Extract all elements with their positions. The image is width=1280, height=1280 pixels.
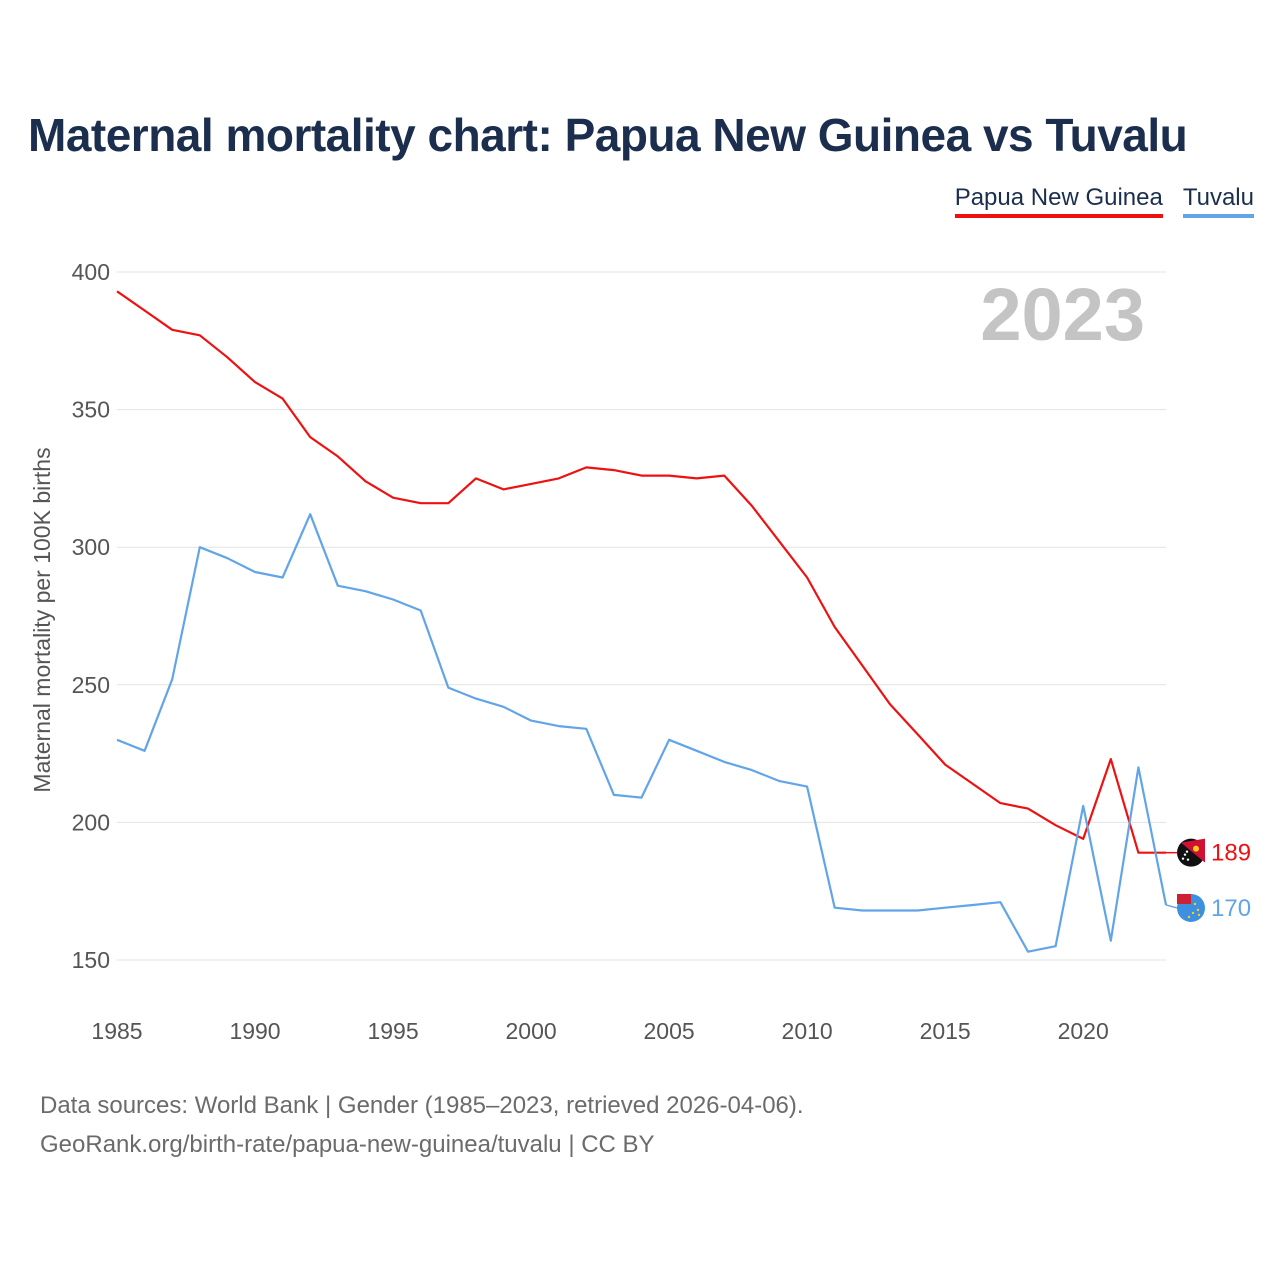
source-text: Data sources: World Bank | Gender (1985–… <box>40 1092 804 1119</box>
flag-red-half <box>1181 838 1205 863</box>
flag-union-jack-canton <box>1177 893 1191 904</box>
x-tick-label: 2015 <box>920 1018 971 1044</box>
series-line-tuvalu[interactable] <box>116 513 1168 953</box>
end-value-label-papua-new-guinea: 189 <box>1211 840 1251 867</box>
x-tick-label: 2010 <box>782 1018 833 1044</box>
leader-line-tuvalu <box>1165 904 1178 909</box>
flag-bird-of-paradise <box>1193 845 1199 852</box>
x-tick-label: 1990 <box>229 1018 280 1044</box>
x-tick-label: 1985 <box>91 1018 142 1044</box>
y-tick-label: 400 <box>72 259 110 285</box>
series-line-papua-new-guinea[interactable] <box>116 290 1166 854</box>
end-value-label-tuvalu: 170 <box>1211 895 1251 922</box>
y-tick-label: 250 <box>72 672 110 698</box>
flag-star <box>1196 908 1200 912</box>
y-tick-label: 300 <box>72 534 110 560</box>
flag-star <box>1187 915 1191 919</box>
y-axis-label: Maternal mortality per 100K births <box>29 447 55 792</box>
flag-star <box>1193 902 1197 906</box>
chart-legend: Papua New Guinea Tuvalu <box>954 184 1254 218</box>
x-tick-label: 2005 <box>644 1018 695 1044</box>
legend-item-tuvalu[interactable]: Tuvalu <box>1182 184 1254 218</box>
flag-star <box>1181 857 1185 860</box>
flag-star <box>1185 850 1189 853</box>
y-axis-ticks: 150 200 250 300 350 400 <box>72 259 110 973</box>
year-watermark: 2023 <box>980 273 1145 356</box>
y-tick-label: 350 <box>72 397 110 423</box>
gridlines <box>117 271 1166 961</box>
flag-star <box>1183 853 1187 856</box>
flag-star <box>1197 913 1201 917</box>
x-tick-label: 2000 <box>505 1018 556 1044</box>
flag-star <box>1186 858 1190 861</box>
line-chart: 150 200 250 300 350 400 1985 1990 1995 2000 2005 2… <box>29 259 1251 1044</box>
y-tick-label: 150 <box>72 947 110 973</box>
x-tick-label: 1995 <box>367 1018 418 1044</box>
flag-star <box>1191 911 1195 915</box>
x-axis-ticks: 1985 1990 1995 2000 2005 2010 2015 2020 <box>91 1018 1108 1044</box>
page-title: Maternal mortality chart: Papua New Guin… <box>28 109 1188 161</box>
series-lines <box>116 290 1168 953</box>
legend-item-papua-new-guinea[interactable]: Papua New Guinea <box>954 184 1163 218</box>
x-tick-label: 2020 <box>1058 1018 1109 1044</box>
end-markers: 189 170 <box>1165 838 1251 922</box>
source-link[interactable]: GeoRank.org/birth-rate/papua-new-guinea/… <box>40 1131 655 1158</box>
data-source-footer: Data sources: World Bank | Gender (1985–… <box>40 1086 804 1164</box>
y-tick-label: 200 <box>72 809 110 835</box>
